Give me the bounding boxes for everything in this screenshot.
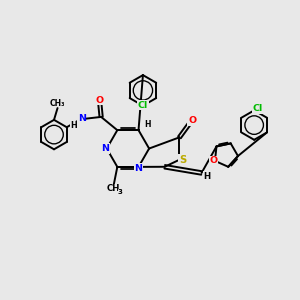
Text: O: O: [209, 156, 217, 165]
Text: S: S: [179, 155, 186, 165]
Text: CH: CH: [107, 184, 121, 194]
Text: O: O: [188, 116, 196, 125]
Text: O: O: [96, 96, 104, 105]
Text: 3: 3: [118, 189, 123, 195]
Text: N: N: [101, 144, 109, 153]
Text: N: N: [78, 114, 86, 123]
Text: H: H: [71, 121, 77, 130]
Text: H: H: [203, 172, 210, 181]
Text: Cl: Cl: [138, 100, 148, 109]
Text: N: N: [134, 164, 142, 173]
Text: CH₃: CH₃: [50, 99, 65, 108]
Text: Cl: Cl: [253, 104, 263, 113]
Text: H: H: [145, 120, 151, 129]
